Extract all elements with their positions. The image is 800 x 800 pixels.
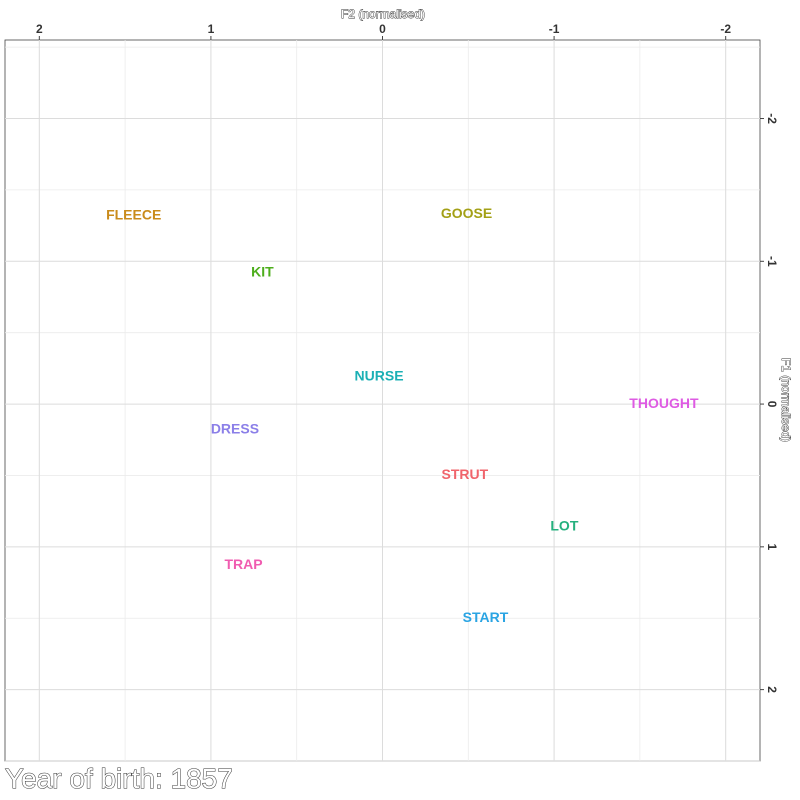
x-axis-title: F2 (normalised) — [341, 7, 425, 21]
y-axis-ticks: -2 -1 0 1 2 — [760, 113, 779, 693]
y-tick-label: -1 — [765, 256, 779, 267]
vowel-label-fleece: FLEECE — [106, 206, 161, 222]
x-tick-label: -2 — [720, 22, 731, 36]
x-tick-label: 2 — [36, 22, 43, 36]
vowel-label-strut: STRUT — [442, 466, 489, 482]
y-tick-label: 2 — [765, 686, 779, 693]
y-axis-title: F1 (normalised) — [779, 358, 793, 442]
grid — [5, 40, 760, 762]
x-tick-label: 1 — [208, 22, 215, 36]
vowel-label-lot: LOT — [550, 518, 578, 534]
vowel-label-nurse: NURSE — [355, 368, 404, 384]
y-tick-label: 1 — [765, 543, 779, 550]
y-tick-label: 0 — [765, 401, 779, 408]
vowel-label-goose: GOOSE — [441, 205, 492, 221]
year-of-birth-caption: Year of birth: 1857 — [5, 763, 233, 794]
vowel-labels: FLEECE GOOSE KIT NURSE THOUGHT DRESS STRUT LOT T… — [106, 205, 699, 625]
vowel-label-kit: KIT — [251, 263, 274, 279]
x-tick-label: 0 — [379, 22, 386, 36]
x-axis-ticks: 2 1 0 -1 -2 — [36, 22, 731, 40]
vowel-label-thought: THOUGHT — [629, 395, 699, 411]
vowel-label-start: START — [463, 609, 509, 625]
vowel-label-dress: DRESS — [211, 420, 259, 436]
vowel-label-trap: TRAP — [224, 556, 262, 572]
y-tick-label: -2 — [765, 113, 779, 124]
x-tick-label: -1 — [549, 22, 560, 36]
